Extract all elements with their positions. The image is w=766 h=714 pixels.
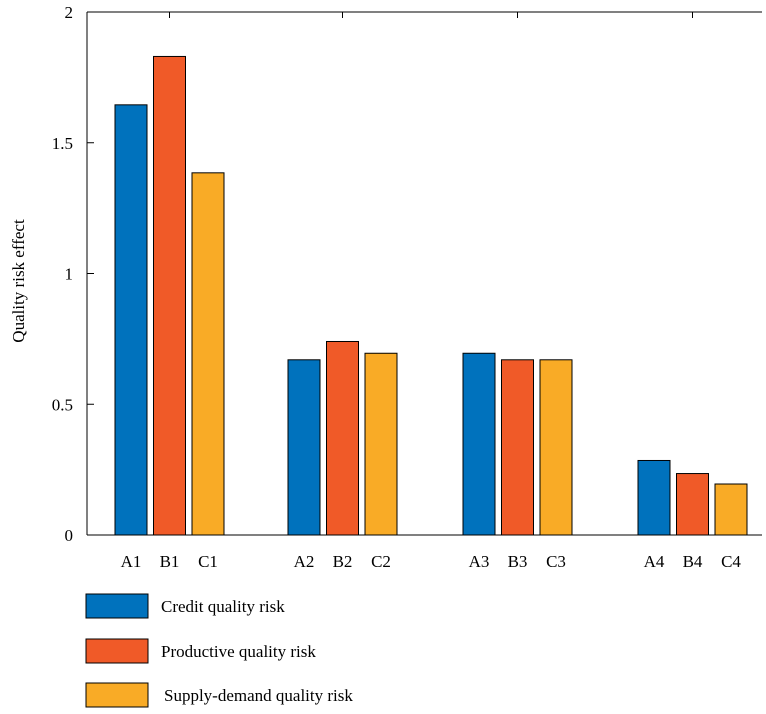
bars: [114, 55, 748, 536]
y-tick-label: 1: [65, 265, 74, 284]
bar-a2: [287, 359, 321, 536]
x-tick-label: C2: [371, 552, 391, 571]
legend-swatch: [85, 682, 149, 708]
x-tick-label: C1: [198, 552, 218, 571]
x-tick-label: A1: [121, 552, 142, 571]
legend-label: Productive quality risk: [161, 642, 316, 661]
bar-c1: [191, 172, 225, 536]
bar-b3: [501, 359, 534, 536]
bar-c3: [539, 359, 573, 536]
bar-b4: [676, 473, 709, 536]
legend: Credit quality risk Productive quality ri…: [85, 593, 353, 708]
x-tick-label: A4: [644, 552, 665, 571]
bar-a3: [462, 352, 496, 536]
bar-c2: [364, 352, 398, 536]
x-tick-label: B3: [508, 552, 528, 571]
axes: [86, 11, 762, 536]
legend-label: Supply-demand quality risk: [164, 686, 353, 705]
x-tick-label: C3: [546, 552, 566, 571]
y-tick-label: 1.5: [52, 134, 73, 153]
bar-c4: [714, 483, 748, 536]
tick-labels: 0 0.5 1 1.5 2 A1 B1 C1 A2 B2 C2 A3 B3 C3 A4 B4 C4: [52, 3, 742, 571]
legend-swatch: [85, 593, 149, 619]
bar-a1: [114, 104, 148, 536]
x-tick-label: B2: [333, 552, 353, 571]
y-axis-label: Quality risk effect: [9, 219, 28, 343]
x-tick-label: A3: [469, 552, 490, 571]
y-tick-label: 2: [65, 3, 74, 22]
x-tick-label: A2: [294, 552, 315, 571]
x-tick-label: B1: [160, 552, 180, 571]
x-tick-label: C4: [721, 552, 741, 571]
bar-a4: [637, 459, 671, 536]
bar-b1: [153, 55, 186, 536]
legend-label: Credit quality risk: [161, 597, 285, 616]
bar-b2: [326, 340, 359, 536]
y-tick-label: 0: [65, 526, 74, 545]
x-tick-label: B4: [683, 552, 703, 571]
legend-swatch: [85, 638, 149, 664]
y-tick-label: 0.5: [52, 395, 73, 414]
